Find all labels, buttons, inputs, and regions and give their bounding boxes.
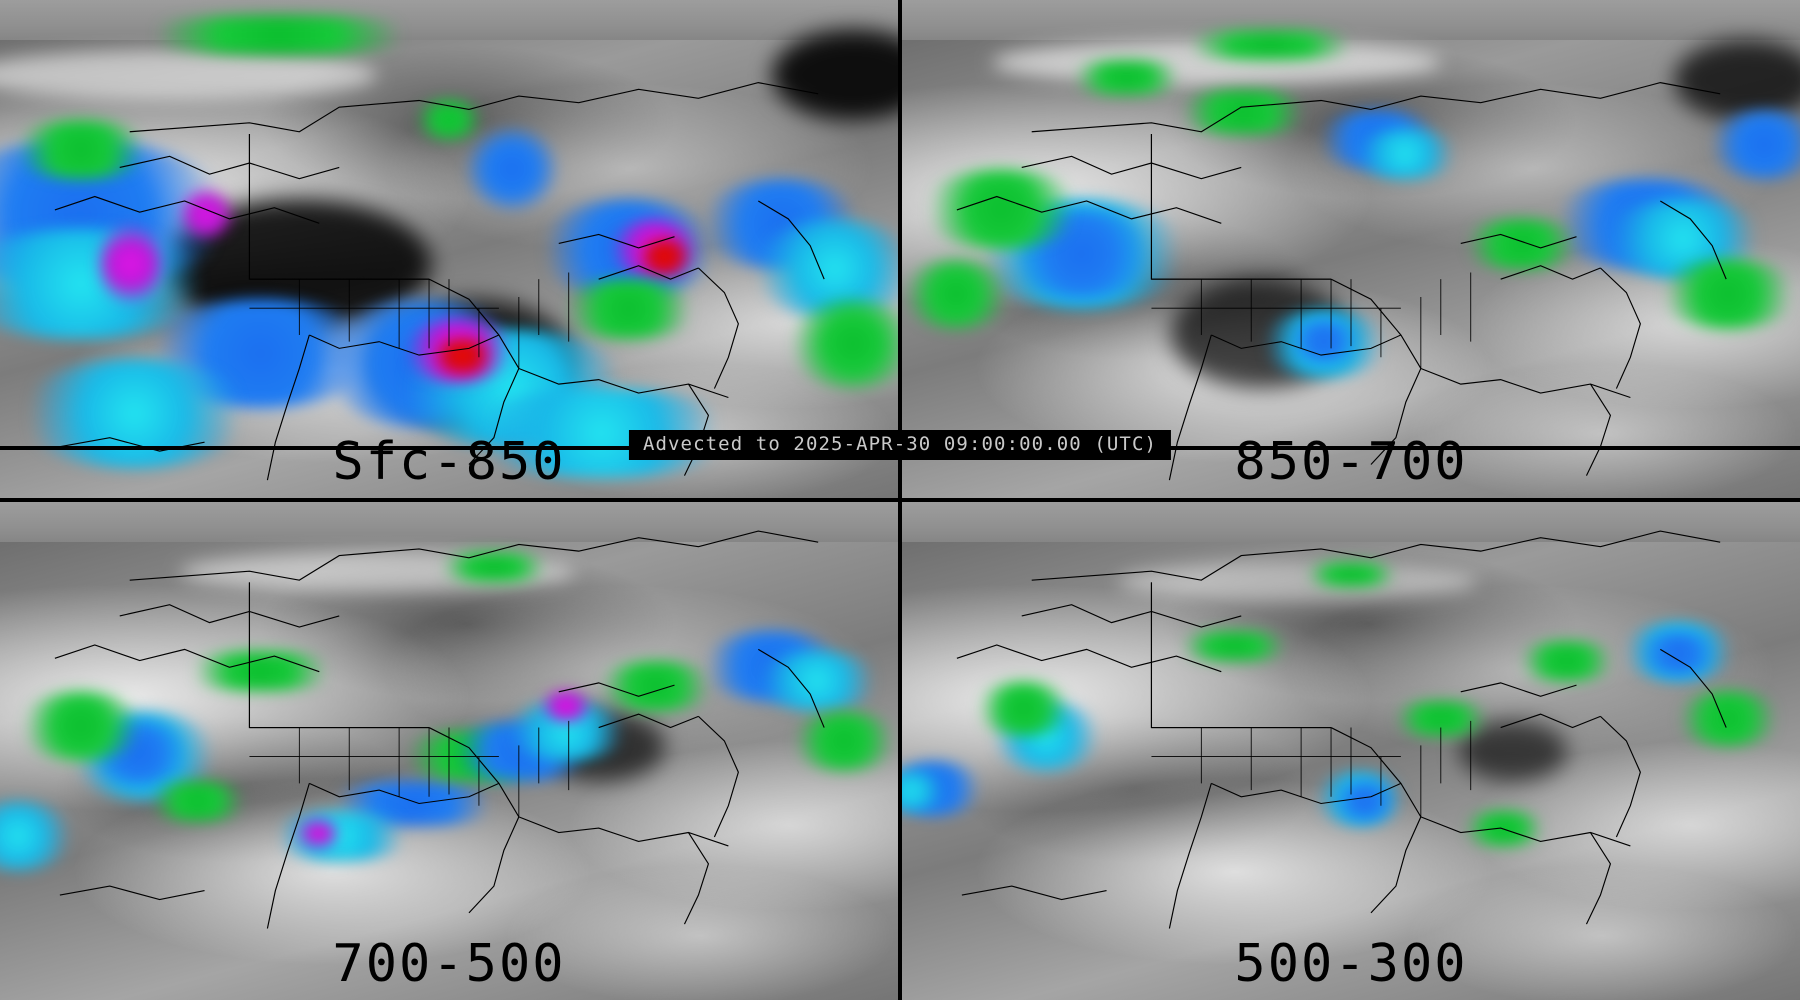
panel-500-300[interactable]: 500-300 xyxy=(902,502,1800,1000)
panel-layer-label: 700-500 xyxy=(332,934,566,995)
panel-700-500[interactable]: 700-500 xyxy=(0,502,898,1000)
panel-850-700[interactable]: 850-700 xyxy=(902,0,1800,498)
panel-layer-label: 850-700 xyxy=(1234,432,1468,493)
vertical-divider xyxy=(898,0,902,1000)
timestamp-label: Advected to 2025-APR-30 09:00:00.00 (UTC… xyxy=(628,430,1172,460)
geo-outline-layer xyxy=(0,502,898,1000)
panel-layer-label: Sfc-850 xyxy=(332,432,566,493)
panel-layer-label: 500-300 xyxy=(1234,934,1468,995)
geo-outline-layer xyxy=(902,0,1800,498)
geo-outline-layer xyxy=(902,502,1800,1000)
geo-outline-layer xyxy=(0,0,898,498)
panel-sfc-850[interactable]: Sfc-850 xyxy=(0,0,898,498)
